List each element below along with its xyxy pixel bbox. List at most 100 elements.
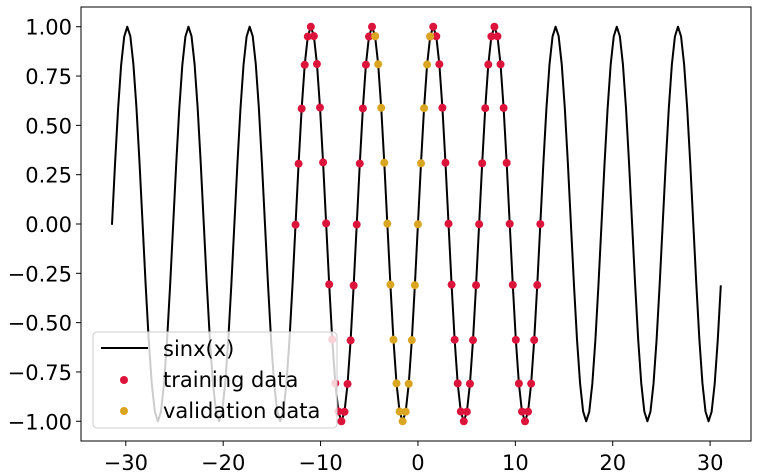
y-tick-label: 1.00: [25, 16, 72, 40]
training-point: [453, 379, 462, 388]
training-point: [309, 32, 318, 41]
validation-point: [386, 280, 395, 289]
training-point: [300, 60, 309, 69]
y-tick-label: 0.00: [25, 213, 72, 237]
validation-point: [398, 417, 407, 426]
x-tick-label: 30: [697, 451, 724, 475]
training-point: [441, 158, 450, 167]
training-point: [462, 407, 471, 416]
validation-point: [374, 60, 383, 69]
validation-point: [383, 219, 392, 228]
training-point: [325, 280, 334, 289]
training-point: [291, 220, 300, 229]
legend-box: [92, 331, 338, 429]
training-point: [340, 407, 349, 416]
training-point: [527, 379, 536, 388]
legend-training-swatch: [120, 376, 128, 384]
training-point: [316, 103, 325, 112]
legend-label-line: sinx(x): [163, 337, 234, 361]
training-point: [358, 104, 367, 113]
training-point: [303, 32, 312, 41]
training-point: [435, 60, 444, 69]
training-point: [484, 60, 493, 69]
training-point: [490, 22, 499, 31]
y-tick-label: −0.50: [8, 312, 72, 336]
validation-point: [407, 336, 416, 345]
training-point: [478, 159, 487, 168]
training-point: [502, 158, 511, 167]
training-point: [355, 159, 364, 168]
training-point: [505, 219, 514, 228]
x-tick-label: −30: [104, 451, 148, 475]
validation-point: [377, 103, 386, 112]
training-point: [444, 219, 453, 228]
axis-ticks: −30 −20 −10 0 10 20 30 1.00 0.75 0.50 0.25 0.00 −0.2…: [8, 16, 724, 475]
x-tick-label: 10: [502, 451, 529, 475]
y-tick-label: −0.25: [8, 262, 72, 286]
training-point: [312, 60, 321, 69]
validation-point: [410, 281, 419, 290]
validation-point: [417, 159, 425, 168]
validation-point: [389, 335, 398, 344]
training-point: [306, 22, 315, 31]
training-point: [475, 220, 484, 229]
training-point: [496, 60, 505, 69]
training-point: [319, 158, 328, 167]
training-point: [517, 407, 526, 416]
legend-label-validation: validation data: [163, 399, 320, 423]
training-point: [364, 32, 373, 41]
training-point: [438, 103, 447, 112]
training-point: [469, 336, 477, 345]
training-point: [447, 280, 456, 289]
training-point: [481, 104, 490, 113]
y-tick-label: −0.75: [8, 361, 72, 385]
training-point: [294, 159, 303, 168]
validation-point: [371, 32, 380, 41]
training-point: [429, 22, 438, 31]
training-point: [487, 32, 496, 41]
x-tick-label: 20: [599, 451, 626, 475]
training-point: [368, 22, 377, 31]
training-point: [499, 103, 508, 112]
training-point: [472, 281, 481, 290]
y-tick-label: −1.00: [8, 410, 72, 434]
training-point: [530, 336, 539, 345]
validation-point: [413, 220, 422, 229]
training-point: [297, 104, 306, 113]
training-point: [352, 220, 361, 229]
legend: sinx(x) training data validation data: [92, 331, 338, 429]
training-point: [343, 379, 352, 388]
validation-point: [392, 379, 401, 388]
training-point: [337, 417, 346, 426]
validation-point: [401, 407, 410, 416]
training-point: [432, 32, 441, 41]
training-point: [493, 32, 502, 41]
validation-point: [423, 60, 432, 69]
training-point: [459, 417, 468, 426]
training-point: [524, 407, 533, 416]
validation-point: [404, 379, 413, 388]
y-tick-label: 0.25: [25, 164, 72, 188]
training-point: [511, 335, 520, 344]
x-tick-label: −10: [298, 451, 342, 475]
training-point: [533, 281, 542, 290]
training-point: [536, 220, 545, 229]
training-point: [456, 407, 465, 416]
validation-point: [380, 158, 389, 167]
validation-point: [420, 104, 429, 113]
validation-point: [395, 407, 404, 416]
training-point: [361, 60, 370, 69]
training-point: [346, 336, 355, 345]
x-tick-label: 0: [411, 451, 424, 475]
y-tick-label: 0.75: [25, 65, 72, 89]
training-point: [521, 417, 530, 426]
training-point: [508, 280, 517, 289]
validation-point: [426, 32, 435, 41]
training-point: [349, 281, 358, 290]
training-point: [465, 379, 474, 388]
training-point: [322, 219, 331, 228]
training-point: [450, 335, 459, 344]
legend-validation-swatch: [120, 407, 128, 415]
y-tick-label: 0.50: [25, 114, 72, 138]
